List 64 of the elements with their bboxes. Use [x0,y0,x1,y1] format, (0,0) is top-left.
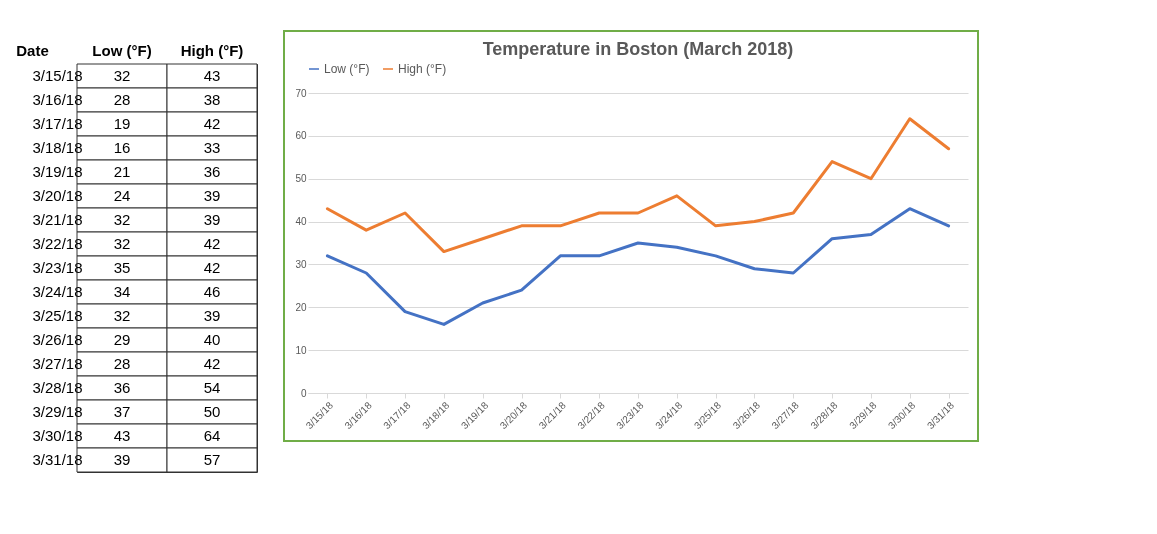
y-tick-label: 3/15/18 [32,67,83,84]
data-label: 37 [113,403,131,420]
data-label: 42 [203,355,221,372]
y-tick-label: 3/22/18 [32,235,83,252]
data-label: 28 [113,91,131,108]
data-label: 36 [113,379,131,396]
data-label: 38 [203,91,221,108]
legend-label: High (°F) [398,62,447,76]
data-label: 42 [203,115,221,132]
y-tick-label: 10 [295,344,307,356]
data-label: 43 [203,67,221,84]
data-label: 28 [113,355,131,372]
data-label: 39 [203,307,221,324]
data-label: 35 [113,259,131,276]
data-label: 16 [113,139,131,156]
line-series [325,117,951,254]
data-label: 57 [203,451,221,468]
y-tick-label: 3/30/18 [32,427,83,444]
data-label: 50 [203,403,221,420]
data-label: 32 [113,67,131,84]
data-label: 43 [113,427,131,444]
y-tick-label: 20 [295,301,307,313]
y-tick-label: 30 [295,258,307,270]
y-tick-label: 3/31/18 [32,451,83,468]
y-tick-label: 3/16/18 [32,91,83,108]
data-label: 39 [203,211,221,228]
data-label: 33 [203,139,221,156]
y-tick-label: 3/23/18 [32,259,83,276]
y-tick-label: 3/24/18 [32,283,83,300]
data-label: 42 [203,259,221,276]
data-label: 54 [203,379,221,396]
data-label: 34 [113,283,131,300]
y-tick-label: 3/25/18 [32,307,83,324]
y-tick-label: 3/19/18 [32,163,83,180]
y-tick-label: 3/20/18 [32,187,83,204]
data-label: 42 [203,235,221,252]
y-tick-label: 3/18/18 [32,139,83,156]
y-tick-label: 3/28/18 [32,379,83,396]
data-label: 40 [203,331,221,348]
y-tick-label: 50 [295,173,307,185]
data-label: 46 [203,283,221,300]
line-series [325,207,951,326]
data-label: 32 [113,307,131,324]
data-label: 32 [113,235,131,252]
text: Date [16,41,49,59]
y-tick-label: 3/27/18 [32,355,83,372]
y-tick-label: 70 [295,87,307,99]
data-label: 24 [113,187,131,204]
y-tick-label: 3/26/18 [32,331,83,348]
data-label: 39 [113,451,131,468]
y-tick-label: 60 [295,130,307,142]
data-label: 64 [203,427,221,444]
data-label: 32 [113,211,131,228]
data-label: 39 [203,187,221,204]
data-label: 36 [203,163,221,180]
data-label: 29 [113,331,131,348]
y-tick-label: 40 [295,216,307,228]
y-tick-label: 3/17/18 [32,115,83,132]
chart-title: Temperature in Boston (March 2018) [482,39,794,59]
legend-label: Low (°F) [324,62,370,76]
data-label: 21 [113,163,131,180]
y-tick-label: 0 [300,387,307,399]
y-tick-label: 3/21/18 [32,211,83,228]
data-label: 19 [113,115,131,132]
